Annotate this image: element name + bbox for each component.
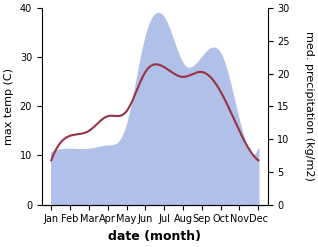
Y-axis label: med. precipitation (kg/m2): med. precipitation (kg/m2)	[304, 31, 314, 181]
X-axis label: date (month): date (month)	[108, 230, 201, 243]
Y-axis label: max temp (C): max temp (C)	[4, 68, 14, 145]
